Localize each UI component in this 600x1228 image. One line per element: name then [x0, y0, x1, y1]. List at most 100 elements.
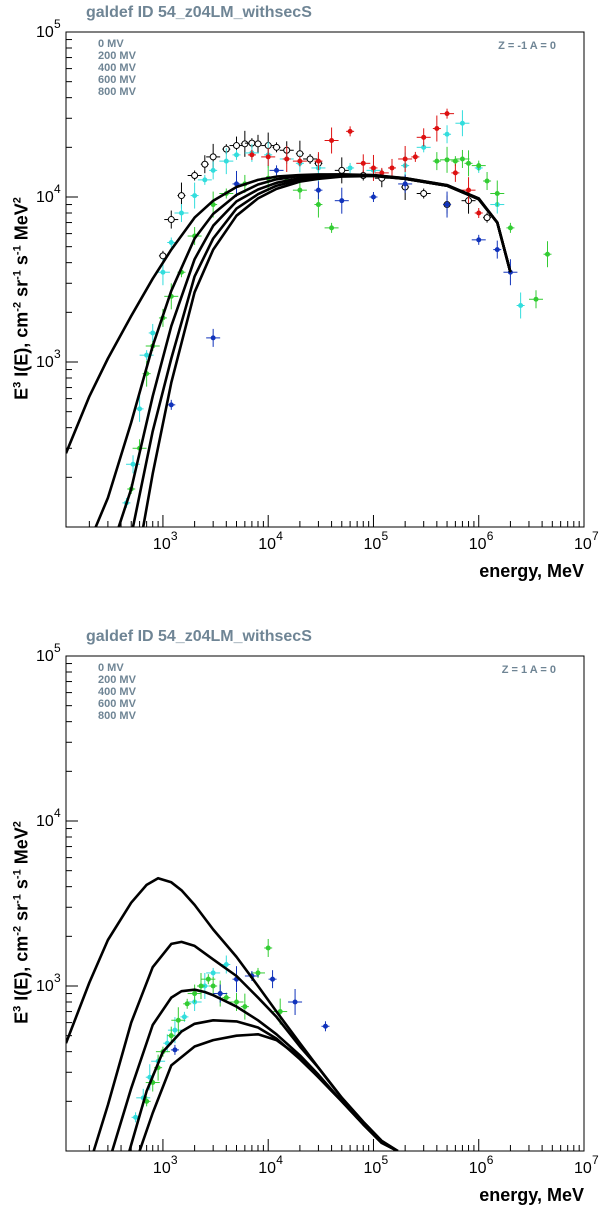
data-point: [202, 177, 208, 183]
data-point: [167, 216, 175, 224]
y-tick-exponent: 5: [54, 17, 61, 31]
legend-entry: 0 MV: [98, 662, 124, 674]
data-point: [339, 198, 345, 204]
data-point: [270, 976, 276, 982]
data-point: [483, 214, 491, 222]
legend-entry: 200 MV: [98, 50, 136, 62]
data-point: [389, 165, 395, 171]
data-point: [315, 187, 321, 193]
data-point: [412, 154, 418, 160]
data-point: [292, 999, 298, 1005]
legend-entry: 800 MV: [98, 86, 136, 98]
legend: 0 MV 200 MV 400 MV 600 MV 800 MV: [98, 662, 136, 722]
data-point: [476, 237, 482, 243]
x-tick-exponent: 4: [276, 529, 283, 543]
data-point: [168, 1033, 174, 1039]
data-point: [434, 158, 440, 164]
model-curve-600mv: [131, 174, 512, 527]
data-point: [273, 143, 281, 151]
data-point: [466, 160, 472, 166]
x-tick-label: 10: [574, 536, 592, 553]
data-point: [172, 1027, 178, 1033]
x-tick-exponent: 5: [381, 1153, 388, 1167]
x-tick-label: 10: [153, 536, 171, 553]
plot-area: 10 3 10 4 10 5 10 6 10 710 310 410 5: [36, 17, 599, 553]
model-curve-200mv: [94, 173, 512, 527]
data-point: [191, 171, 199, 179]
x-tick-label: 10: [469, 536, 487, 553]
y-tick-label: 10: [36, 978, 54, 995]
data-points-black: [158, 130, 492, 261]
y-tick-exponent: 4: [54, 806, 61, 820]
x-tick-exponent: 6: [487, 1153, 494, 1167]
data-point: [484, 178, 490, 184]
data-point: [420, 190, 428, 198]
x-axis-label: energy, MeV: [479, 1185, 584, 1205]
data-point: [507, 225, 513, 231]
x-tick-exponent: 5: [381, 529, 388, 543]
data-point: [322, 1023, 328, 1029]
plot-frame: [65, 31, 585, 528]
data-point: [210, 202, 216, 208]
model-curve-200mv: [92, 940, 399, 1151]
data-point: [265, 945, 271, 951]
x-tick-exponent: 7: [592, 1153, 599, 1167]
data-point: [459, 156, 465, 162]
chart-title: galdef ID 54_z04LM_withsecS: [86, 4, 312, 21]
data-point: [130, 461, 136, 467]
x-tick-exponent: 3: [171, 529, 178, 543]
y-tick-exponent: 4: [54, 182, 61, 196]
y-tick-label: 10: [36, 189, 54, 206]
model-curve-400mv: [117, 174, 512, 527]
data-point: [444, 131, 450, 137]
data-point: [178, 210, 184, 216]
data-point: [241, 140, 249, 148]
data-point: [274, 167, 280, 173]
data-point: [544, 251, 550, 257]
x-tick-label: 10: [258, 536, 276, 553]
data-point: [217, 991, 223, 997]
data-point: [444, 157, 450, 163]
data-point: [192, 193, 198, 199]
y-tick-label: 10: [36, 648, 54, 665]
data-point: [210, 167, 216, 173]
data-point: [223, 158, 229, 164]
data-point: [533, 296, 539, 302]
data-point: [144, 352, 150, 358]
data-point: [452, 158, 458, 164]
data-point: [168, 239, 174, 245]
legend-entry: 400 MV: [98, 62, 136, 74]
data-point: [254, 140, 262, 148]
legend-entry: 400 MV: [98, 686, 136, 698]
legend-entry: 600 MV: [98, 74, 136, 86]
data-point: [466, 187, 472, 193]
data-point: [338, 166, 346, 174]
data-point: [233, 142, 241, 150]
data-point: [402, 156, 408, 162]
data-point: [402, 181, 408, 187]
data-point: [459, 120, 465, 126]
data-point: [133, 1114, 139, 1120]
x-tick-label: 10: [363, 1160, 381, 1177]
data-point: [518, 303, 524, 309]
data-points-green: [127, 146, 552, 494]
data-point: [181, 1014, 187, 1020]
plot-frame: [65, 655, 585, 1152]
data-point: [175, 1017, 181, 1023]
data-point: [210, 983, 216, 989]
model-curve-800mv: [138, 1033, 399, 1151]
model-curve-0mv: [66, 173, 512, 454]
charge-mass-annotation: Z = -1 A = 0: [498, 40, 556, 52]
data-point: [421, 134, 427, 140]
data-point: [379, 170, 385, 176]
y-tick-exponent: 3: [54, 347, 61, 361]
data-point: [160, 269, 166, 275]
x-axis-label: energy, MeV: [479, 561, 584, 581]
data-point: [210, 970, 216, 976]
x-tick-exponent: 4: [276, 1153, 283, 1167]
data-point: [137, 406, 143, 412]
legend-entry: 0 MV: [98, 38, 124, 50]
data-points-red: [247, 108, 483, 218]
data-point: [201, 160, 209, 168]
data-point: [370, 165, 376, 171]
